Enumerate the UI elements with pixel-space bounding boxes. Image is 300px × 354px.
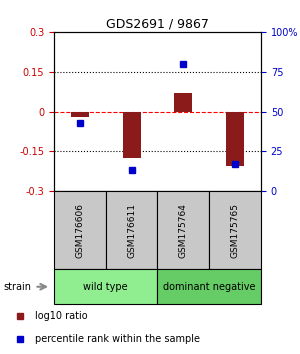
Bar <box>174 93 192 112</box>
Bar <box>71 112 89 117</box>
Bar <box>158 269 261 304</box>
Text: GSM175765: GSM175765 <box>231 202 240 258</box>
Text: GSM176606: GSM176606 <box>75 202 84 258</box>
Bar <box>54 269 158 304</box>
Bar <box>226 112 244 166</box>
Bar <box>54 191 106 269</box>
Title: GDS2691 / 9867: GDS2691 / 9867 <box>106 18 209 31</box>
Bar <box>106 191 158 269</box>
Text: log10 ratio: log10 ratio <box>35 311 87 321</box>
Text: GSM176611: GSM176611 <box>127 202 136 258</box>
Bar <box>123 112 141 158</box>
Text: dominant negative: dominant negative <box>163 282 256 292</box>
Text: wild type: wild type <box>83 282 128 292</box>
Text: GSM175764: GSM175764 <box>179 202 188 258</box>
Bar <box>209 191 261 269</box>
Bar <box>158 191 209 269</box>
Text: strain: strain <box>3 282 31 292</box>
Text: percentile rank within the sample: percentile rank within the sample <box>35 334 200 344</box>
